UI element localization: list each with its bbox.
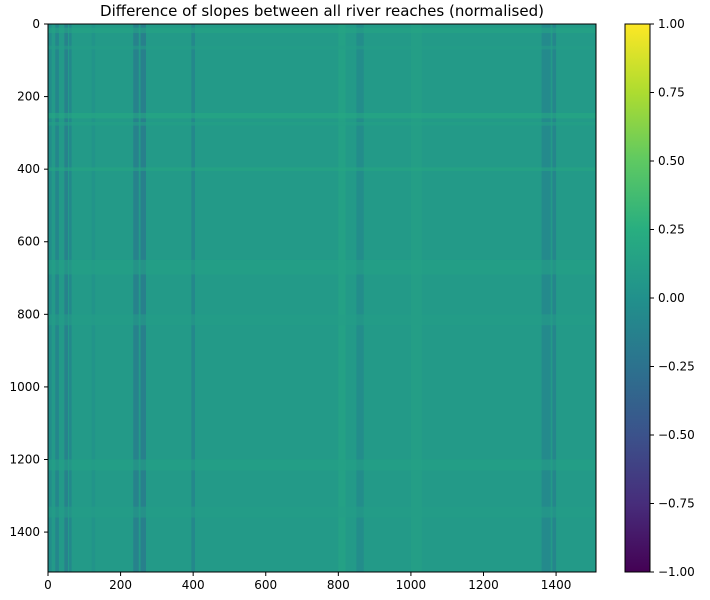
x-tick-label: 0 [44,578,52,592]
heatmap-column-band-5 [133,24,139,572]
colorbar-tick-label: 0.00 [658,291,685,305]
heatmap-column-band-10 [410,24,422,572]
heatmap-row-band-0 [48,27,596,34]
y-tick-label: 400 [17,162,40,176]
heatmap-background [48,24,596,572]
heatmap-cells [48,24,596,572]
y-tick-label: 1400 [9,525,40,539]
colorbar-tick-label: −0.50 [658,428,695,442]
heatmap-column-band-1 [55,24,59,572]
x-axis-ticks: 0 200 400 600 800 1000 1200 1400 [44,572,571,592]
heatmap-column-band-0 [48,24,52,572]
heatmap-row-band-3 [48,121,596,126]
colorbar-tick-label: −0.75 [658,497,695,511]
colorbar [624,23,651,573]
x-tick-label: 400 [182,578,205,592]
x-tick-label: 200 [109,578,132,592]
y-tick-label: 200 [17,90,40,104]
colorbar-tick-label: 0.50 [658,154,685,168]
colorbar-tick-label: 0.75 [658,86,685,100]
y-tick-label: 1000 [9,380,40,394]
y-tick-label: 1200 [9,452,40,466]
x-tick-label: 800 [327,578,350,592]
x-tick-label: 1000 [396,578,427,592]
heatmap-column-band-3 [69,24,72,572]
colorbar-tick-label: 1.00 [658,17,685,31]
colorbar-tick-label: 0.25 [658,223,685,237]
y-tick-label: 600 [17,235,40,249]
heatmap-column-band-11 [541,24,551,572]
heatmap-row-band-7 [48,459,596,471]
plot-frame [47,23,597,573]
heatmap-column-band-2 [64,24,68,572]
colorbar-tick-label: −0.25 [658,360,695,374]
x-tick-label: 1400 [541,578,572,592]
heatmap-column-band-7 [191,24,195,572]
heatmap-row-band-2 [48,112,596,119]
heatmap-column-band-4 [91,24,96,572]
x-tick-label: 600 [254,578,277,592]
colorbar-ticks: 1.00 0.75 0.50 0.25 0.00 −0.25 −0.50 −0.75 −1.00 [650,17,695,579]
x-tick-label: 1200 [468,578,499,592]
colorbar-tick-label: −1.00 [658,565,695,579]
heatmap-row-band-1 [48,45,596,50]
y-axis-ticks: 0 200 400 600 800 1000 1200 1400 [9,17,48,539]
y-tick-label: 800 [17,307,40,321]
heatmap-column-band-8 [338,24,346,572]
heatmap-column-band-6 [140,24,146,572]
heatmap-column-band-12 [552,24,557,572]
y-tick-label: 0 [32,17,40,31]
heatmap-row-band-6 [48,314,596,326]
heatmap-row-band-5 [48,259,596,275]
heatmap-column-band-9 [356,24,364,572]
heatmap-row-band-4 [48,167,596,171]
heatmap-row-band-8 [48,506,596,518]
chart-title: Difference of slopes between all river r… [100,2,544,20]
